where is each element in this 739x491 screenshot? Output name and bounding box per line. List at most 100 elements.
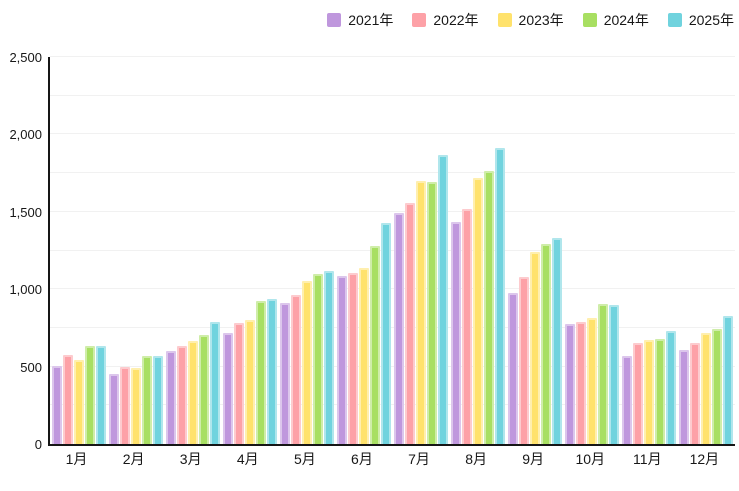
- gridline: [50, 133, 735, 135]
- bar-group-m08: [450, 57, 507, 444]
- bar-2025-m01: [95, 345, 106, 444]
- legend: 2021年 2022年 2023年 2024年 2025年: [327, 13, 734, 27]
- legend-item-2025[interactable]: 2025年: [667, 12, 734, 28]
- bar-2024-m03: [198, 334, 209, 444]
- gridline: [50, 172, 735, 174]
- bar-2025-m12: [723, 315, 734, 444]
- bar-group-m03: [164, 57, 221, 444]
- bar-2025-m02: [152, 355, 163, 444]
- legend-item-2023[interactable]: 2023年: [497, 13, 564, 27]
- bar-2024-m05: [312, 273, 323, 444]
- y-tick-label: 0: [34, 437, 42, 452]
- bar-group-m07: [392, 57, 449, 444]
- legend-swatch-icon: [327, 13, 342, 27]
- legend-label: 2025年: [688, 12, 734, 28]
- legend-item-2021[interactable]: 2021年: [327, 13, 393, 27]
- bar-2023-m08: [473, 177, 484, 444]
- gridline: [50, 288, 735, 290]
- bar-2022-m12: [690, 343, 701, 444]
- legend-item-2024[interactable]: 2024年: [582, 12, 649, 28]
- y-tick-label: 1,500: [9, 204, 42, 220]
- legend-swatch-icon: [582, 13, 597, 27]
- bar-2022-m02: [119, 367, 130, 444]
- bar-2024-m06: [369, 245, 380, 444]
- bar-2025-m09: [552, 238, 563, 444]
- bar-2023-m07: [416, 180, 426, 444]
- legend-swatch-icon: [497, 13, 512, 27]
- y-tick-label: 1,000: [9, 282, 42, 298]
- x-tick-label-m10: 10月: [575, 451, 606, 467]
- bar-2022-m07: [405, 203, 415, 444]
- bar-2021-m09: [508, 293, 519, 444]
- x-tick-label-m03: 3月: [179, 451, 202, 467]
- bar-2024-m07: [427, 182, 437, 444]
- bar-2022-m04: [233, 323, 244, 444]
- bar-2021-m08: [451, 221, 462, 444]
- y-tick-label: 2,500: [9, 50, 42, 65]
- bar-2025-m10: [609, 304, 620, 444]
- x-tick-label-m08: 8月: [465, 451, 487, 467]
- gridline: [50, 326, 735, 328]
- bar-2021-m03: [165, 351, 176, 444]
- x-tick-label-m01: 1月: [65, 451, 88, 467]
- bar-2024-m10: [598, 303, 609, 444]
- legend-swatch-icon: [412, 13, 427, 27]
- bar-2025-m08: [495, 147, 506, 444]
- bar-2021-m10: [565, 324, 576, 444]
- bar-2022-m08: [462, 208, 473, 444]
- bar-2023-m01: [73, 359, 84, 444]
- bar-2024-m09: [541, 244, 552, 444]
- x-tick-label-m04: 4月: [236, 451, 259, 467]
- bar-group-m09: [507, 57, 564, 444]
- gridline: [50, 365, 735, 367]
- bar-2021-m07: [394, 213, 404, 444]
- bar-2021-m12: [679, 349, 690, 444]
- bar-2024-m02: [141, 355, 152, 444]
- bar-2022-m06: [347, 272, 358, 444]
- plot-area: [48, 56, 735, 446]
- bar-2024-m08: [484, 170, 495, 444]
- y-axis: 0 500 1,000 1,500 2,000 2,500: [0, 0, 42, 491]
- bar-2025-m03: [209, 322, 220, 444]
- bar-2025-m11: [666, 331, 677, 444]
- legend-label: 2021年: [348, 12, 394, 28]
- legend-item-2022[interactable]: 2022年: [412, 13, 479, 27]
- x-axis: 1月 2月 3月 4月 5月 6月 7月 8月 9月 10月 11月 12月: [48, 452, 733, 466]
- bar-2024-m01: [84, 346, 95, 444]
- x-tick-label-m12: 12月: [689, 451, 720, 467]
- bar-2023-m09: [530, 252, 541, 444]
- bar-2022-m09: [519, 276, 530, 444]
- bar-group-m06: [335, 57, 392, 444]
- bar-2025-m07: [438, 155, 448, 444]
- gridline: [50, 210, 735, 212]
- bar-2022-m05: [290, 294, 301, 444]
- bar-2021-m11: [622, 355, 633, 444]
- bar-2023-m05: [301, 281, 312, 444]
- bar-group-m05: [278, 57, 335, 444]
- bar-2023-m11: [644, 339, 655, 444]
- x-tick-label-m05: 5月: [293, 451, 316, 467]
- bar-2023-m10: [587, 317, 598, 444]
- bar-group-m04: [221, 57, 278, 444]
- bar-2021-m01: [51, 365, 62, 444]
- x-tick-label-m09: 9月: [522, 451, 545, 467]
- bar-2022-m10: [576, 321, 587, 444]
- gridline: [50, 94, 735, 96]
- x-tick-label-m02: 2月: [122, 451, 145, 467]
- y-tick-label: 2,000: [9, 127, 42, 143]
- bar-2023-m02: [130, 368, 141, 444]
- bar-2023-m03: [187, 341, 198, 444]
- gridline: [50, 56, 735, 57]
- x-tick-label-m06: 6月: [351, 451, 373, 467]
- x-tick-label-m11: 11月: [633, 451, 662, 467]
- bar-group-m10: [564, 57, 621, 444]
- bar-groups: [50, 57, 735, 444]
- x-tick-label-m07: 7月: [408, 451, 430, 467]
- bar-2024-m04: [255, 300, 266, 444]
- bar-2025-m05: [323, 270, 334, 444]
- gridline: [50, 249, 735, 251]
- legend-label: 2024年: [603, 12, 649, 28]
- legend-swatch-icon: [667, 13, 682, 27]
- bar-2022-m01: [62, 355, 73, 444]
- bar-2021-m04: [222, 333, 233, 444]
